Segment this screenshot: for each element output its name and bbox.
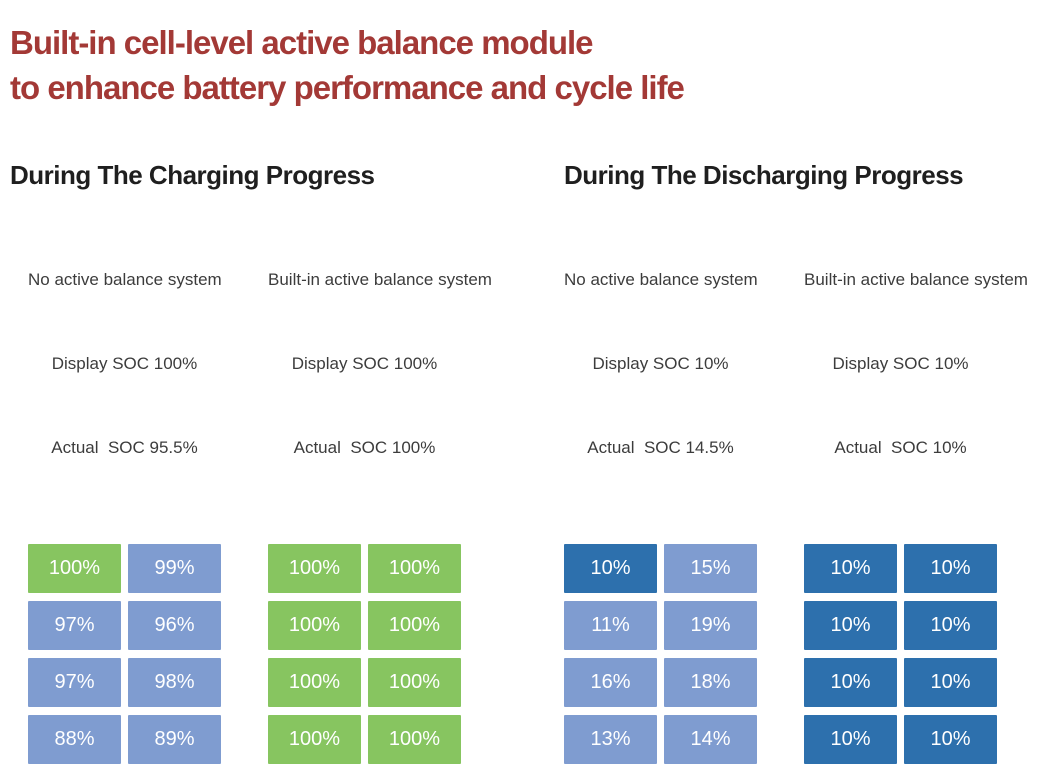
charging-heading: During The Charging Progress xyxy=(10,160,375,190)
discharging-no-balance-column: No active balance system Display SOC 10%… xyxy=(564,210,758,764)
soc-cell: 97% xyxy=(28,658,121,707)
charging-no-balance-cell-grid: 100% 99% 97% 96% 97% 98% 88% 89% xyxy=(28,544,221,764)
soc-cell: 19% xyxy=(664,601,757,650)
soc-cell: 18% xyxy=(664,658,757,707)
soc-cell: 14% xyxy=(664,715,757,764)
soc-cell: 15% xyxy=(664,544,757,593)
section-discharging: During The Discharging Progress No activ… xyxy=(564,160,1028,767)
actual-soc-value: Actual SOC 10% xyxy=(834,438,967,457)
soc-cell: 100% xyxy=(28,544,121,593)
soc-cell: 97% xyxy=(28,601,121,650)
charging-built-in-cell-grid: 100% 100% 100% 100% 100% 100% 100% 100% xyxy=(268,544,461,764)
display-soc-value: Display SOC 100% xyxy=(291,354,438,373)
soc-cell: 100% xyxy=(268,601,361,650)
discharging-columns: No active balance system Display SOC 10%… xyxy=(564,210,1028,764)
actual-soc-value: Actual SOC 100% xyxy=(293,438,436,457)
soc-cell: 10% xyxy=(804,544,897,593)
soc-cell: 89% xyxy=(128,715,221,764)
soc-cell: 100% xyxy=(368,658,461,707)
section-charging: During The Charging Progress No active b… xyxy=(10,160,492,767)
soc-cell: 100% xyxy=(368,715,461,764)
discharging-built-in-cell-grid: 10% 10% 10% 10% 10% 10% 10% 10% xyxy=(804,544,997,764)
charging-no-balance-column: No active balance system Display SOC 100… xyxy=(28,210,222,764)
column-label: No active balance system xyxy=(28,270,222,289)
soc-cell: 100% xyxy=(268,715,361,764)
discharging-heading: During The Discharging Progress xyxy=(564,160,964,190)
display-soc-value: Display SOC 10% xyxy=(592,354,729,373)
soc-cell: 13% xyxy=(564,715,657,764)
charging-columns: No active balance system Display SOC 100… xyxy=(28,210,492,764)
charging-built-in-column: Built-in active balance system Display S… xyxy=(268,210,492,764)
column-label: Built-in active balance system xyxy=(268,270,492,289)
column-label: Built-in active balance system xyxy=(804,270,1028,289)
soc-cell: 10% xyxy=(804,715,897,764)
actual-soc-value: Actual SOC 95.5% xyxy=(51,438,198,457)
soc-cell: 96% xyxy=(128,601,221,650)
soc-cell: 16% xyxy=(564,658,657,707)
page-title-line2: to enhance battery performance and cycle… xyxy=(10,69,685,106)
discharging-no-balance-cell-grid: 10% 15% 11% 19% 16% 18% 13% 14% xyxy=(564,544,757,764)
display-soc-value: Display SOC 100% xyxy=(51,354,198,373)
soc-cell: 10% xyxy=(904,601,997,650)
charging-no-balance-header: No active balance system Display SOC 100… xyxy=(28,210,222,518)
soc-cell: 10% xyxy=(904,715,997,764)
discharging-no-balance-header: No active balance system Display SOC 10%… xyxy=(564,210,758,518)
charging-built-in-header: Built-in active balance system Display S… xyxy=(268,210,492,518)
soc-cell: 99% xyxy=(128,544,221,593)
soc-cell: 10% xyxy=(904,544,997,593)
soc-cell: 88% xyxy=(28,715,121,764)
soc-cell: 10% xyxy=(904,658,997,707)
soc-cell: 100% xyxy=(368,544,461,593)
soc-cell: 100% xyxy=(268,658,361,707)
soc-cell: 10% xyxy=(804,601,897,650)
soc-cell: 98% xyxy=(128,658,221,707)
discharging-built-in-header: Built-in active balance system Display S… xyxy=(804,210,1028,518)
column-label: No active balance system xyxy=(564,270,758,289)
soc-cell: 100% xyxy=(268,544,361,593)
actual-soc-value: Actual SOC 14.5% xyxy=(587,438,734,457)
soc-cell: 10% xyxy=(564,544,657,593)
display-soc-value: Display SOC 10% xyxy=(832,354,969,373)
page-title: Built-in cell-level active balance modul… xyxy=(10,20,685,110)
soc-cell: 11% xyxy=(564,601,657,650)
soc-cell: 10% xyxy=(804,658,897,707)
discharging-built-in-column: Built-in active balance system Display S… xyxy=(804,210,1028,764)
soc-cell: 100% xyxy=(368,601,461,650)
page-title-line1: Built-in cell-level active balance modul… xyxy=(10,24,594,61)
